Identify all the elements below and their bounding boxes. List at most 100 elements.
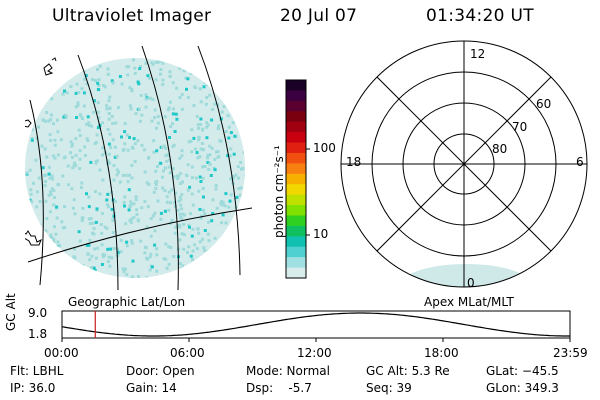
emission-speckle xyxy=(119,250,123,254)
emission-speckle xyxy=(107,255,111,259)
emission-speckle xyxy=(195,61,199,65)
emission-speckle xyxy=(171,122,174,126)
emission-speckle xyxy=(213,102,217,106)
emission-speckle xyxy=(26,219,30,222)
emission-speckle xyxy=(115,154,119,158)
emission-speckle xyxy=(220,87,223,91)
emission-speckle xyxy=(134,198,138,202)
emission-speckle xyxy=(240,223,244,227)
emission-speckle xyxy=(188,63,192,67)
emission-speckle xyxy=(37,251,41,255)
emission-speckle xyxy=(231,176,235,180)
emission-speckle xyxy=(193,243,197,247)
emission-speckle xyxy=(36,83,40,87)
emission-speckle xyxy=(228,199,232,203)
emission-speckle xyxy=(111,138,115,142)
emission-speckle xyxy=(131,58,135,62)
emission-speckle xyxy=(48,176,52,180)
timeline-ticks xyxy=(61,338,571,342)
emission-speckle xyxy=(234,257,237,261)
emission-speckle xyxy=(62,156,66,160)
emission-speckle xyxy=(244,174,245,178)
emission-speckle xyxy=(76,101,80,105)
colorbar xyxy=(286,80,306,279)
emission-speckle xyxy=(213,236,217,240)
emission-speckle xyxy=(217,124,221,128)
emission-speckle xyxy=(207,239,211,243)
emission-speckle xyxy=(198,87,202,91)
emission-speckle xyxy=(214,61,218,65)
emission-speckle xyxy=(167,208,171,212)
emission-speckle xyxy=(154,126,158,130)
emission-speckle xyxy=(94,159,98,163)
emission-speckle xyxy=(176,208,180,212)
emission-speckle xyxy=(191,258,194,262)
emission-speckle xyxy=(180,107,184,111)
emission-speckle xyxy=(215,271,219,275)
emission-speckle xyxy=(129,221,133,225)
emission-speckle xyxy=(147,183,151,186)
emission-speckle xyxy=(207,257,210,261)
emission-speckle xyxy=(201,176,205,180)
emission-speckle xyxy=(56,153,60,157)
emission-speckle xyxy=(154,181,158,185)
emission-speckle xyxy=(182,222,186,226)
emission-speckle xyxy=(40,88,44,91)
coastlines xyxy=(25,57,57,246)
emission-speckle xyxy=(74,91,78,95)
emission-speckle xyxy=(150,265,154,269)
emission-speckle xyxy=(94,220,98,224)
emission-speckle xyxy=(208,144,212,148)
emission-speckle xyxy=(66,164,70,168)
emission-speckle xyxy=(149,217,153,220)
emission-speckle xyxy=(52,189,56,192)
emission-speckle xyxy=(161,82,165,86)
emission-speckle xyxy=(136,218,140,222)
emission-speckle xyxy=(237,176,241,180)
emission-speckle xyxy=(111,218,115,222)
emission-speckle xyxy=(38,200,42,204)
emission-speckle xyxy=(71,206,75,210)
emission-speckle xyxy=(30,200,34,204)
emission-speckle xyxy=(156,115,160,119)
colorbar-swatch xyxy=(286,142,306,154)
emission-speckle xyxy=(205,125,209,129)
emission-speckle xyxy=(95,133,99,137)
emission-speckle xyxy=(44,119,48,123)
emission-speckle xyxy=(107,112,111,115)
emission-speckle xyxy=(97,78,101,82)
emission-speckle xyxy=(229,147,233,151)
emission-speckle xyxy=(204,102,208,106)
timeline-xtick-1800: 18:00 xyxy=(424,346,459,360)
mlt-label-6: 6 xyxy=(576,155,584,169)
emission-speckle xyxy=(59,263,63,267)
emission-speckle xyxy=(135,208,139,212)
emission-speckle xyxy=(90,254,94,258)
emission-speckle xyxy=(180,93,184,96)
emission-speckle xyxy=(85,270,89,274)
emission-speckle xyxy=(120,135,123,139)
emission-speckle xyxy=(136,80,140,84)
emission-speckle xyxy=(130,163,134,167)
emission-speckle xyxy=(54,232,58,236)
emission-speckle xyxy=(34,113,38,117)
emission-speckle xyxy=(176,177,180,181)
emission-speckle xyxy=(230,61,233,65)
emission-speckle xyxy=(103,274,107,278)
emission-speckle xyxy=(53,138,57,142)
emission-speckle xyxy=(179,215,183,219)
emission-speckle xyxy=(74,153,78,157)
emission-speckle xyxy=(132,202,136,206)
emission-speckle xyxy=(87,243,91,247)
emission-speckle xyxy=(170,188,174,192)
emission-speckle xyxy=(48,58,52,62)
emission-speckle xyxy=(186,268,190,272)
emission-speckle xyxy=(51,177,55,181)
emission-speckle xyxy=(196,227,200,231)
emission-speckle xyxy=(82,91,86,95)
emission-speckle xyxy=(53,225,56,229)
emission-speckle xyxy=(221,255,225,259)
emission-speckle xyxy=(92,110,96,114)
emission-speckle xyxy=(163,166,167,170)
